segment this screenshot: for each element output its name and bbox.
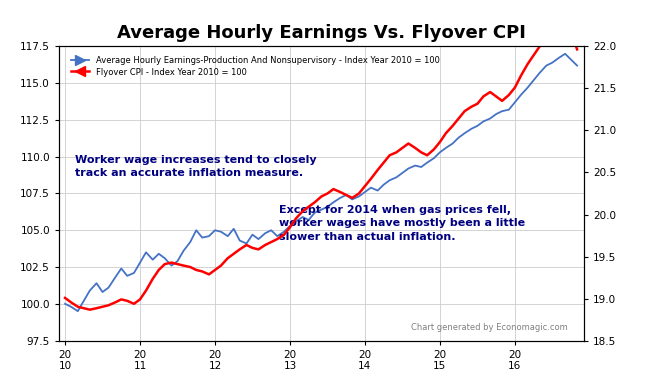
Text: Worker wage increases tend to closely
track an accurate inflation measure.: Worker wage increases tend to closely tr… xyxy=(75,155,316,178)
Text: Chart generated by Economagic.com: Chart generated by Economagic.com xyxy=(411,323,568,332)
Legend: Average Hourly Earnings-Production And Nonsupervisory - Index Year 2010 = 100, F: Average Hourly Earnings-Production And N… xyxy=(68,53,442,79)
Title: Average Hourly Earnings Vs. Flyover CPI: Average Hourly Earnings Vs. Flyover CPI xyxy=(117,24,526,42)
Text: Except for 2014 when gas prices fell,
worker wages have mostly been a little
slo: Except for 2014 when gas prices fell, wo… xyxy=(279,205,525,241)
